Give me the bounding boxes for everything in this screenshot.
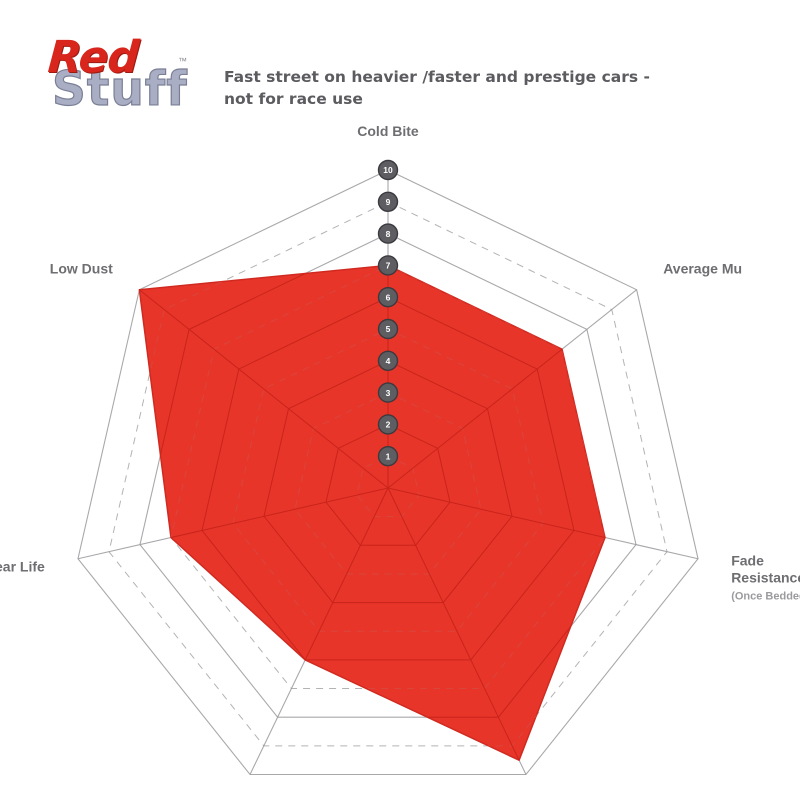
grid-ring-overlay-6 xyxy=(201,296,575,661)
axis-label-cold-bite: Cold Bite xyxy=(357,123,419,139)
scale-marker-5: 5 xyxy=(377,318,399,340)
scale-marker-label-2: 2 xyxy=(386,420,391,430)
axis-spoke-overlay-3 xyxy=(387,487,527,761)
series-area-0 xyxy=(138,264,606,761)
scale-marker-8: 8 xyxy=(377,223,399,244)
radar-scale-markers: 10 9 8 7 6 5 4 3 2 1 xyxy=(377,159,399,467)
trademark-symbol: ™ xyxy=(178,56,187,66)
axis-label-low-dust: Low Dust xyxy=(50,261,113,277)
scale-marker-label-10: 10 xyxy=(383,165,393,175)
axis-label-average-mu: Average Mu xyxy=(663,261,742,277)
axis-label-wear-life: Wear Life xyxy=(0,558,45,574)
scale-marker-9: 9 xyxy=(377,191,399,213)
grid-ring-overlay-2 xyxy=(325,423,451,546)
axis-spoke-overlay-5 xyxy=(139,487,389,560)
grid-ring-overlay-5 xyxy=(232,328,544,632)
scale-marker-4: 4 xyxy=(377,350,399,371)
scale-marker-label-9: 9 xyxy=(386,197,391,207)
scale-marker-7: 7 xyxy=(377,255,399,276)
grid-ring-overlay-3 xyxy=(294,392,482,575)
grid-ring-overlay-7 xyxy=(170,265,606,690)
radar-series-area xyxy=(138,264,606,761)
axis-spoke-overlay-2 xyxy=(387,487,606,560)
page-title: Fast street on heavier /faster and prest… xyxy=(224,66,674,110)
scale-marker-label-5: 5 xyxy=(386,324,391,334)
scale-marker-label-6: 6 xyxy=(386,292,391,302)
radar-axis-labels: Cold Bite Average Mu Fade Resistance (Once B… xyxy=(0,123,800,602)
scale-marker-6: 6 xyxy=(377,287,399,308)
axis-spoke-overlay-6 xyxy=(139,289,389,489)
grid-ring-overlay-1 xyxy=(356,455,420,518)
page-title-line2: not for race use xyxy=(224,90,363,108)
scale-marker-label-4: 4 xyxy=(386,356,391,366)
scale-marker-2: 2 xyxy=(377,414,399,435)
grid-ring-overlay-4 xyxy=(263,360,513,604)
scale-marker-label-1: 1 xyxy=(386,451,391,461)
scale-marker-label-3: 3 xyxy=(386,388,391,398)
scale-marker-label-8: 8 xyxy=(386,229,391,239)
scale-marker-1: 1 xyxy=(377,446,399,467)
scale-marker-10: 10 xyxy=(377,159,399,181)
page-title-line1: Fast street on heavier /faster and prest… xyxy=(224,68,650,86)
grid-ring-10 xyxy=(77,169,699,776)
redstuff-logo: Stuff Red ™ xyxy=(42,32,222,128)
logo-word-red: Red xyxy=(46,32,140,83)
scale-marker-label-7: 7 xyxy=(386,261,391,271)
logo-word-stuff: Stuff xyxy=(51,62,188,117)
grid-ring-overlay-9 xyxy=(139,265,606,747)
scale-marker-3: 3 xyxy=(377,382,399,403)
